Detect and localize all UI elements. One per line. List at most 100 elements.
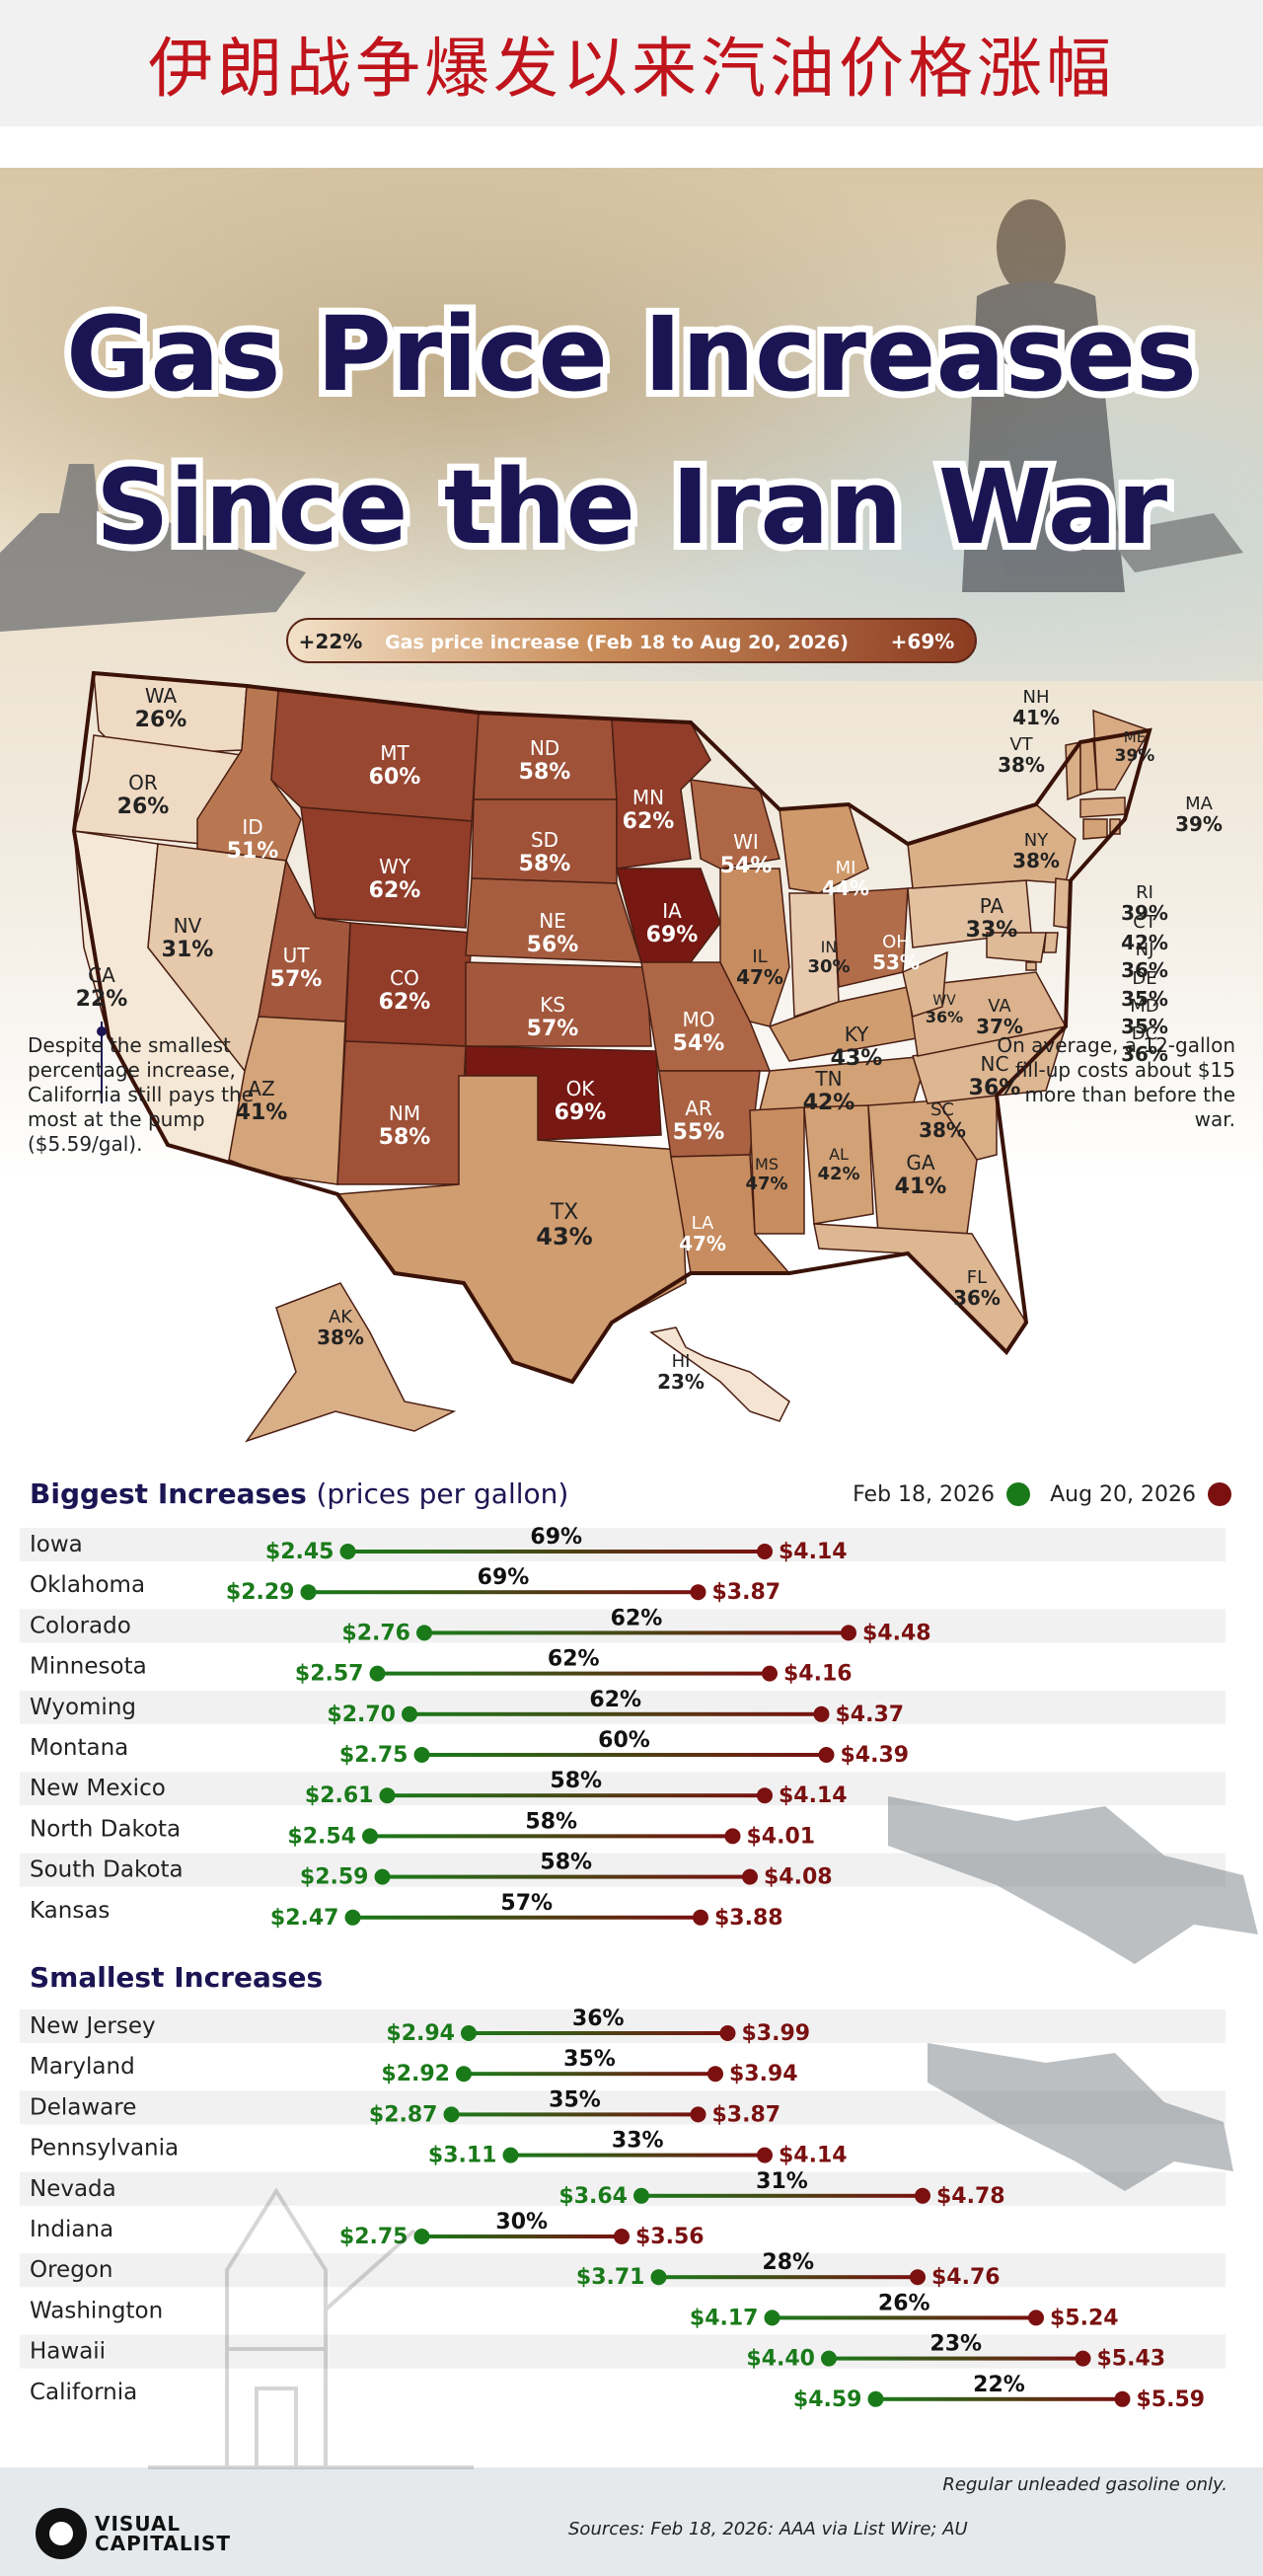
state-abbr-ak: AK [329, 1307, 353, 1327]
state-mn [611, 718, 711, 870]
state-dc [1025, 961, 1037, 971]
state-abbr-dc: DC [1132, 1023, 1157, 1044]
state-abbr-va: VA [988, 996, 1011, 1017]
state-abbr-mo: MO [683, 1008, 715, 1031]
row-state-name: New Mexico [30, 1776, 166, 1801]
state-pct-de: 35% [1121, 987, 1168, 1011]
row-state-name: Maryland [30, 2054, 135, 2080]
california-callout-dot [97, 1026, 107, 1036]
aug-point [724, 1828, 741, 1845]
feb-point [456, 2066, 472, 2083]
state-abbr-wy: WY [379, 855, 411, 878]
row-band [20, 1690, 1226, 1724]
feb-price-label: $4.40 [746, 2347, 815, 2372]
pct-label: 60% [598, 1728, 650, 1753]
feb-price-label: $2.70 [327, 1703, 396, 1727]
state-wv [902, 950, 948, 1018]
state-pct-al: 42% [817, 1164, 859, 1184]
aug-price-label: $4.37 [836, 1703, 905, 1727]
dumbbell-bar [377, 1671, 770, 1676]
state-al [803, 1104, 874, 1225]
feb-point [300, 1584, 317, 1601]
sources-text: Sources: Feb 18, 2026: AAA via List Wire… [568, 2519, 968, 2539]
feb-price-label: $2.57 [295, 1662, 364, 1687]
dumbbell-bar [464, 2072, 715, 2077]
aug-point [757, 1544, 773, 1559]
feb-price-label: $2.87 [369, 2102, 438, 2127]
feb-point [633, 2187, 649, 2204]
aug-price-label: $5.59 [1137, 2387, 1206, 2412]
state-abbr-vt: VT [1009, 734, 1033, 755]
feb-point [650, 2269, 667, 2286]
state-wy [300, 806, 473, 929]
aug-price-label: $4.14 [779, 2144, 848, 2168]
state-pct-wv: 36% [926, 1008, 963, 1026]
aug-price-label: $3.94 [729, 2062, 798, 2086]
legend-feb: Feb 18, 2026 [853, 1482, 995, 1507]
feb-point [374, 1868, 391, 1885]
state-abbr-mn: MN [632, 786, 664, 809]
row-band [20, 2090, 1226, 2125]
state-abbr-ar: AR [685, 1097, 712, 1120]
legend-title: Gas price increase (Feb 18 to Aug 20, 20… [385, 632, 849, 653]
row-state-name: Kansas [30, 1898, 110, 1924]
aug-point [910, 2269, 926, 2286]
aug-point [707, 2066, 723, 2083]
state-abbr-oh: OH [882, 932, 910, 952]
state-pct-ms: 47% [745, 1174, 787, 1194]
state-pct-wy: 62% [369, 878, 421, 903]
feb-point [821, 2350, 837, 2367]
pct-label: 69% [530, 1525, 582, 1550]
state-pct-mn: 62% [623, 809, 675, 834]
aug-point [614, 2229, 630, 2244]
state-abbr-al: AL [829, 1145, 849, 1164]
pct-label: 57% [500, 1891, 553, 1916]
feb-point [413, 1747, 430, 1763]
state-hi [649, 1326, 790, 1422]
state-pct-wi: 54% [720, 854, 773, 878]
row-state-name: Oklahoma [30, 1572, 145, 1598]
feb-price-label: $2.75 [339, 2225, 409, 2249]
feb-point [764, 2310, 780, 2326]
fighter-jet-image [888, 1796, 1258, 2191]
dumbbell-bar [421, 2235, 622, 2238]
row-state-name: Wyoming [30, 1695, 136, 1720]
dumbbell-bar [370, 1834, 733, 1839]
dumbbell-charts: Biggest Increases (prices per gallon) Feb … [20, 1477, 1231, 2412]
state-abbr-ne: NE [539, 909, 566, 933]
state-pct-pa: 33% [966, 918, 1018, 943]
state-abbr-pa: PA [980, 894, 1004, 918]
visual-capitalist-logo[interactable]: VISUAL CAPITALIST [36, 2508, 231, 2559]
pct-label: 62% [589, 1688, 641, 1712]
dumbbell-bar [421, 1753, 827, 1757]
dumbbell-bar [510, 2153, 765, 2158]
state-abbr-la: LA [692, 1213, 714, 1234]
state-ia [616, 868, 721, 963]
state-pct-ia: 69% [646, 923, 699, 947]
state-abbr-nm: NM [389, 1101, 420, 1125]
pct-label: 62% [548, 1647, 600, 1672]
state-pct-ks: 57% [527, 1017, 579, 1041]
state-abbr-me: ME [1124, 728, 1146, 746]
state-abbr-nc: NC [981, 1052, 1009, 1076]
feb-price-label: $2.45 [265, 1540, 334, 1564]
state-abbr-ma: MA [1185, 794, 1214, 814]
row-state-name: North Dakota [30, 1816, 181, 1842]
aug-point [915, 2187, 930, 2204]
state-pct-nj: 36% [1121, 958, 1168, 982]
state-abbr-co: CO [390, 966, 419, 990]
pct-label: 62% [611, 1606, 663, 1630]
feb-point [344, 1909, 361, 1926]
state-pct-il: 47% [736, 965, 783, 989]
row-band [20, 2334, 1226, 2369]
legend-aug: Aug 20, 2026 [1050, 1482, 1196, 1507]
feb-point [402, 1705, 417, 1722]
state-pct-tx: 43% [536, 1223, 592, 1250]
state-ak [245, 1282, 457, 1443]
aug-price-label: $4.08 [764, 1865, 833, 1890]
dumbbell-bar [875, 2396, 1123, 2401]
state-pct-ak: 38% [317, 1326, 364, 1349]
warship-silhouette [0, 464, 306, 632]
row-state-name: Oregon [30, 2257, 112, 2283]
